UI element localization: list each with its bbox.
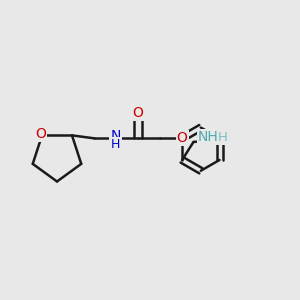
Text: O: O [133, 106, 143, 120]
Text: NH: NH [198, 130, 219, 144]
Text: H: H [111, 139, 120, 152]
Text: H: H [218, 131, 227, 144]
Text: O: O [35, 127, 46, 141]
Text: N: N [110, 129, 121, 143]
Text: O: O [177, 131, 188, 146]
